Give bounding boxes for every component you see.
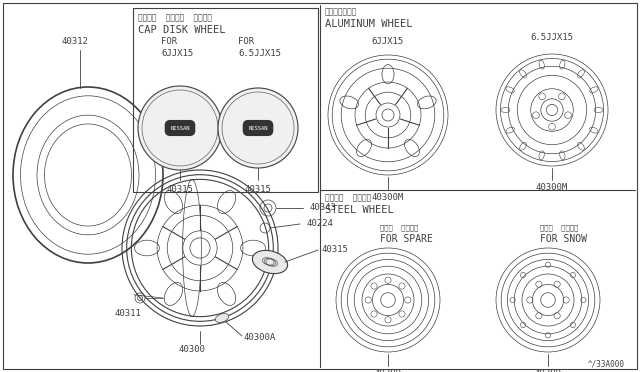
Text: STEEL WHEEL: STEEL WHEEL: [325, 205, 394, 215]
Text: 40300A: 40300A: [244, 334, 276, 343]
Text: スチール  ホィール: スチール ホィール: [325, 193, 371, 202]
Text: NISSAN: NISSAN: [170, 125, 189, 131]
Text: 40315: 40315: [166, 186, 193, 195]
Text: FOR: FOR: [238, 38, 254, 46]
Text: 40300: 40300: [179, 346, 205, 355]
Circle shape: [138, 86, 222, 170]
Text: NISSAN: NISSAN: [248, 125, 268, 131]
Text: 6.5JJX15: 6.5JJX15: [531, 33, 573, 42]
Text: 40315: 40315: [244, 186, 271, 195]
Text: FOR SPARE: FOR SPARE: [380, 234, 433, 244]
Text: CAP DISK WHEEL: CAP DISK WHEEL: [138, 25, 225, 35]
Bar: [133, 8, 318, 192]
Text: スペア  タイヤ用: スペア タイヤ用: [380, 225, 419, 231]
Text: 6JJX15: 6JJX15: [372, 38, 404, 46]
Text: ^/33A000: ^/33A000: [588, 359, 625, 369]
Ellipse shape: [215, 314, 228, 323]
Text: 40315: 40315: [321, 246, 348, 254]
Text: 40300M: 40300M: [536, 183, 568, 192]
Text: アルミホイール: アルミホイール: [325, 7, 357, 16]
Text: 40343: 40343: [310, 203, 337, 212]
Text: 40224: 40224: [307, 219, 333, 228]
Text: 40300: 40300: [534, 369, 561, 372]
Text: FOR SNOW: FOR SNOW: [540, 234, 587, 244]
Text: 6JJX15: 6JJX15: [161, 49, 193, 58]
Text: 40300M: 40300M: [372, 192, 404, 202]
Text: 6.5JJX15: 6.5JJX15: [238, 49, 281, 58]
Text: 40311: 40311: [115, 310, 141, 318]
Text: ALUMINUM WHEEL: ALUMINUM WHEEL: [325, 19, 413, 29]
Text: 40312: 40312: [61, 38, 88, 46]
Ellipse shape: [252, 250, 287, 273]
Text: スノー  タイヤ用: スノー タイヤ用: [540, 225, 579, 231]
Text: FOR: FOR: [161, 38, 177, 46]
Circle shape: [218, 88, 298, 168]
Text: 40300: 40300: [374, 369, 401, 372]
Text: ディスク  ホィール  キャップ: ディスク ホィール キャップ: [138, 13, 212, 22]
